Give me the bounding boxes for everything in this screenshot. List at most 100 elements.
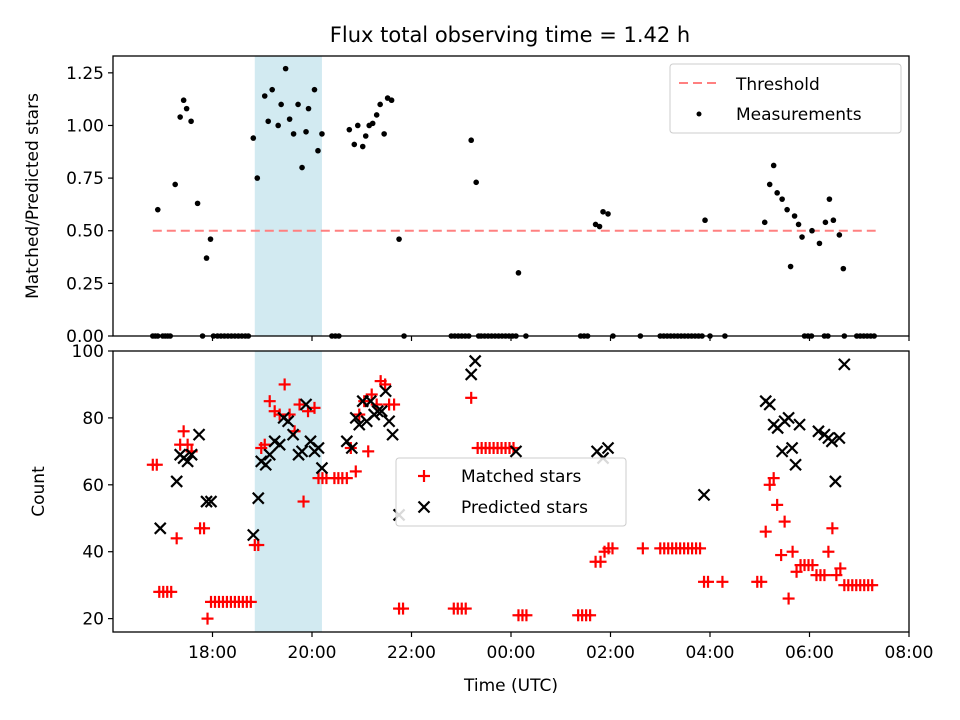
matched-star-point <box>459 602 472 615</box>
measurement-point <box>791 213 798 219</box>
measurement-point <box>194 200 201 207</box>
measurement-point <box>172 181 178 188</box>
top-y-tick-label: 1.00 <box>66 116 104 136</box>
matched-star-point <box>790 565 803 578</box>
matched-star-point <box>694 542 707 555</box>
top-axes-frame <box>112 55 910 337</box>
x-stroke <box>281 414 295 428</box>
bottom-y-tick-label: 100 <box>72 342 104 362</box>
legend-x-marker <box>417 500 431 514</box>
x-stroke <box>312 441 325 455</box>
predicted-star-point <box>829 475 842 488</box>
measurement-point <box>278 101 284 108</box>
measurement-point <box>290 131 297 137</box>
x-stroke <box>382 414 396 428</box>
predicted-star-point <box>340 435 354 448</box>
predicted-star-point <box>371 404 384 418</box>
x-stroke <box>352 418 366 431</box>
measurement-point <box>203 255 210 261</box>
bottom-x-axis-label: Time (UTC) <box>463 676 558 696</box>
x-stroke <box>200 495 213 508</box>
measurement-point <box>282 65 289 72</box>
measurement-point <box>826 196 833 202</box>
predicted-star-point <box>697 488 711 502</box>
matched-star-point <box>606 542 619 555</box>
x-stroke <box>153 522 167 535</box>
x-stroke <box>785 441 799 455</box>
measurement-point <box>265 118 272 125</box>
predicted-star-point <box>833 431 846 445</box>
matched-star-point <box>397 602 410 615</box>
measurement-point <box>311 86 318 93</box>
matched-star-point <box>293 398 306 411</box>
bottom-x-tick-label: 02:00 <box>586 643 635 663</box>
predicted-star-point <box>153 522 167 535</box>
measurement-point <box>154 206 161 213</box>
predicted-star-point <box>386 428 399 441</box>
x-stroke <box>259 458 273 472</box>
predicted-star-point <box>295 445 309 458</box>
matched-star-point <box>771 498 784 511</box>
measurement-point <box>840 265 847 272</box>
measurement-point <box>354 122 361 129</box>
figure-title: Flux total observing time = 1.42 h <box>330 23 690 47</box>
predicted-star-point <box>509 445 523 458</box>
matched-star-point <box>244 595 257 608</box>
measurement-point <box>250 135 257 141</box>
x-stroke <box>793 418 806 431</box>
x-stroke <box>170 475 183 488</box>
matched-star-point <box>782 592 795 605</box>
predicted-star-point <box>379 384 392 398</box>
matched-star-point <box>263 395 276 408</box>
predicted-star-point <box>281 414 295 428</box>
measurement-point <box>183 105 190 112</box>
predicted-star-point <box>375 404 388 418</box>
measurement-point <box>180 97 187 104</box>
matched-star-point <box>702 575 715 588</box>
predicted-star-point <box>812 425 825 438</box>
x-stroke <box>364 394 377 408</box>
matched-star-point <box>763 478 776 491</box>
predicted-star-point <box>468 354 482 368</box>
top-x-ticks <box>211 336 910 341</box>
predicted-star-point <box>312 441 325 455</box>
matched-star-point <box>594 555 607 568</box>
top-highlight-band <box>254 56 322 336</box>
matched-star-point <box>826 522 839 535</box>
predicted-star-point <box>263 448 276 461</box>
predicted-star-point <box>247 528 260 542</box>
predicted-star-point <box>273 438 286 451</box>
legend-predicted-swatch <box>417 500 431 514</box>
matched-star-point <box>759 525 772 538</box>
legend-measurements-swatch <box>696 111 702 117</box>
predicted-star-point <box>789 458 802 472</box>
matched-star-point <box>775 549 788 562</box>
x-stroke <box>601 441 615 455</box>
predicted-star-point <box>204 495 218 508</box>
matched-star-point <box>362 445 375 458</box>
predicted-star-point <box>259 458 273 472</box>
measurement-point <box>770 162 777 169</box>
legend-predicted-label: Predicted stars <box>461 498 588 518</box>
measurement-point <box>377 101 383 108</box>
bottom-x-tick-label: 08:00 <box>885 643 934 663</box>
measurement-point <box>836 232 843 238</box>
predicted-star-point <box>192 428 206 441</box>
measurement-point <box>822 219 829 226</box>
x-stroke <box>509 445 523 458</box>
measurement-point <box>381 131 387 137</box>
legend-matched-swatch <box>418 470 430 482</box>
x-stroke <box>286 428 300 441</box>
measurement-point <box>286 116 293 122</box>
measurement-point <box>275 122 281 129</box>
predicted-star-point <box>299 398 313 411</box>
measurement-point <box>388 97 395 104</box>
matched-star-point <box>778 515 791 528</box>
matched-star-point <box>181 438 194 451</box>
bottom-y-tick-label: 20 <box>82 610 104 630</box>
matched-star-point <box>822 545 835 558</box>
matched-star-point <box>806 559 819 572</box>
x-stroke <box>468 354 482 368</box>
x-stroke <box>590 445 604 458</box>
x-stroke <box>247 528 260 542</box>
